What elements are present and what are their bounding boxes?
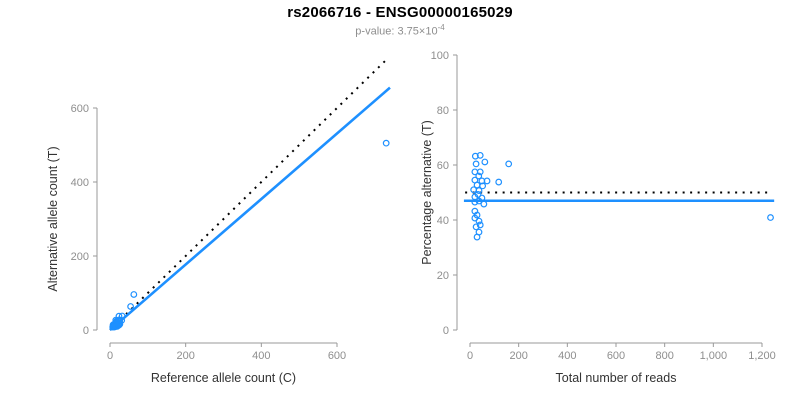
figure-title: rs2066716 - ENSG00000165029 <box>287 4 513 21</box>
left-panel: 0 200 400 600 Reference allele count (C) 0 200… <box>46 58 391 385</box>
x-tick-label: 400 <box>252 350 270 362</box>
data-point <box>481 158 489 166</box>
data-point <box>476 168 484 176</box>
data-point <box>476 151 484 159</box>
fitted-proportion-line <box>109 86 391 331</box>
y-axis-title: Alternative allele count (T) <box>46 146 60 291</box>
x-tick-label: 0 <box>467 350 473 362</box>
x-tick-label: 400 <box>558 350 576 362</box>
expected-50pct-identity-line <box>109 58 388 331</box>
y-axis: 0 200 400 600 Alternative allele count (T) <box>46 103 98 337</box>
x-tick-label: 200 <box>509 350 527 362</box>
x-tick-label: 800 <box>655 350 673 362</box>
data-point <box>130 291 138 298</box>
y-tick-label: 80 <box>437 105 449 117</box>
y-tick-label: 200 <box>71 251 89 263</box>
data-point <box>767 214 774 221</box>
y-tick-label: 60 <box>437 160 449 172</box>
data-point <box>495 178 503 186</box>
y-axis-title: Percentage alternative (T) <box>420 120 434 265</box>
y-tick-label: 600 <box>71 103 89 115</box>
x-tick-label: 600 <box>607 350 625 362</box>
x-tick-label: 1,000 <box>700 350 728 362</box>
pvalue-text: p-value: 3.75×10 <box>355 25 438 38</box>
x-tick-label: 600 <box>328 350 346 362</box>
x-tick-label: 1,200 <box>748 350 776 362</box>
data-point <box>472 160 480 168</box>
data-point <box>113 322 121 330</box>
y-tick-label: 400 <box>71 177 89 189</box>
data-point <box>115 321 123 329</box>
data-points <box>109 139 390 331</box>
y-axis: 0 20 40 60 80 100 Percentage alternative (T) <box>420 50 458 337</box>
data-points <box>470 151 774 241</box>
x-axis: 0 200 400 600 Reference allele count (C) <box>107 342 346 385</box>
data-point <box>475 187 483 194</box>
x-tick-label: 0 <box>107 350 113 362</box>
data-point <box>382 139 390 147</box>
x-axis-title: Total number of reads <box>556 371 677 385</box>
x-axis-title: Reference allele count (C) <box>151 371 296 385</box>
y-tick-label: 0 <box>83 325 89 337</box>
y-tick-label: 20 <box>437 270 449 282</box>
x-tick-label: 200 <box>176 350 194 362</box>
data-point <box>472 223 480 231</box>
data-point <box>127 303 135 310</box>
figure-subtitle: p-value: 3.75×10-4 <box>0 23 800 38</box>
y-tick-label: 100 <box>431 50 449 62</box>
data-point <box>483 177 491 185</box>
figure-header: rs2066716 - ENSG00000165029 p-value: 3.7… <box>0 4 800 38</box>
data-point <box>480 200 488 208</box>
pvalue-exponent: -4 <box>437 23 445 32</box>
data-point <box>475 217 483 225</box>
y-tick-label: 40 <box>437 215 449 227</box>
data-point <box>471 152 479 160</box>
data-point <box>479 182 487 190</box>
data-point <box>475 197 483 205</box>
x-axis: 0 200 400 600 800 1,000 1,200 Total number of r… <box>467 342 776 385</box>
data-point <box>505 160 513 168</box>
data-point <box>473 233 481 241</box>
y-tick-label: 0 <box>443 325 449 337</box>
data-point <box>475 172 483 180</box>
data-point <box>471 198 479 206</box>
